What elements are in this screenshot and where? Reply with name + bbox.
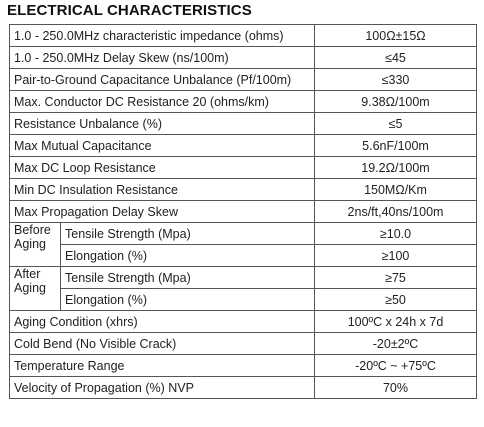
row-value: ≥10.0: [314, 222, 477, 245]
table-row: Temperature Range -20ºC ~ +75ºC: [9, 354, 477, 377]
row-label: 1.0 - 250.0MHz characteristic impedance …: [9, 24, 315, 47]
row-value: ≥50: [314, 288, 477, 311]
row-label: Velocity of Propagation (%) NVP: [9, 376, 315, 399]
row-value: 9.38Ω/100m: [314, 90, 477, 113]
group-label-line: Aging: [14, 281, 46, 295]
table-row: Cold Bend (No Visible Crack) -20±2ºC: [9, 332, 477, 355]
row-value: 100ºC x 24h x 7d: [314, 310, 477, 333]
row-value: ≤45: [314, 46, 477, 69]
row-value: 70%: [314, 376, 477, 399]
row-label: Max Mutual Capacitance: [9, 134, 315, 157]
row-label: Max Propagation Delay Skew: [9, 200, 315, 223]
row-value: 2ns/ft,40ns/100m: [314, 200, 477, 223]
table-row: 1.0 - 250.0MHz characteristic impedance …: [9, 24, 477, 47]
table-row: Elongation (%) ≥50: [10, 288, 477, 311]
table-row: 1.0 - 250.0MHz Delay Skew (ns/100m) ≤45: [9, 46, 477, 69]
row-label: 1.0 - 250.0MHz Delay Skew (ns/100m): [9, 46, 315, 69]
row-value: ≥100: [314, 244, 477, 267]
row-label: Min DC Insulation Resistance: [9, 178, 315, 201]
row-label: Temperature Range: [9, 354, 315, 377]
row-label: Resistance Unbalance (%): [9, 112, 315, 135]
table-row: Before Aging Tensile Strength (Mpa) ≥10.…: [9, 222, 477, 267]
section-title: ELECTRICAL CHARACTERISTICS: [7, 2, 252, 19]
group-label-before-aging: Before Aging: [9, 222, 61, 267]
table-row: Velocity of Propagation (%) NVP 70%: [9, 376, 477, 399]
group-label-after-aging: After Aging: [9, 266, 61, 311]
group-label-line: After: [14, 267, 41, 282]
row-label: Elongation (%): [60, 288, 315, 311]
row-label: Aging Condition (xhrs): [9, 310, 315, 333]
table-row: Aging Condition (xhrs) 100ºC x 24h x 7d: [9, 310, 477, 333]
row-value: ≤330: [314, 68, 477, 91]
row-label: Tensile Strength (Mpa): [60, 266, 315, 289]
table-row: Pair-to-Ground Capacitance Unbalance (Pf…: [9, 68, 477, 91]
table-row: Elongation (%) ≥100: [10, 244, 477, 267]
row-value: 150MΩ/Km: [314, 178, 477, 201]
table-row: Max Propagation Delay Skew 2ns/ft,40ns/1…: [9, 200, 477, 223]
row-value: ≥75: [314, 266, 477, 289]
row-value: 19.2Ω/100m: [314, 156, 477, 179]
row-value: ≤5: [314, 112, 477, 135]
table-row: After Aging Tensile Strength (Mpa) ≥75: [9, 266, 477, 311]
table-row: Max DC Loop Resistance 19.2Ω/100m: [9, 156, 477, 179]
group-label-line: Aging: [14, 237, 46, 251]
row-value: 100Ω±15Ω: [314, 24, 477, 47]
table-row: Max. Conductor DC Resistance 20 (ohms/km…: [9, 90, 477, 113]
group-label-line: Before: [14, 223, 51, 238]
table-row: Min DC Insulation Resistance 150MΩ/Km: [9, 178, 477, 201]
row-value: -20±2ºC: [314, 332, 477, 355]
row-label: Cold Bend (No Visible Crack): [9, 332, 315, 355]
row-value: -20ºC ~ +75ºC: [314, 354, 477, 377]
electrical-characteristics-table: 1.0 - 250.0MHz characteristic impedance …: [9, 24, 477, 399]
row-label: Tensile Strength (Mpa): [60, 222, 315, 245]
row-label: Pair-to-Ground Capacitance Unbalance (Pf…: [9, 68, 315, 91]
row-label: Max DC Loop Resistance: [9, 156, 315, 179]
row-label: Max. Conductor DC Resistance 20 (ohms/km…: [9, 90, 315, 113]
row-value: 5.6nF/100m: [314, 134, 477, 157]
row-label: Elongation (%): [60, 244, 315, 267]
table-row: Resistance Unbalance (%) ≤5: [9, 112, 477, 135]
table-row: Max Mutual Capacitance 5.6nF/100m: [9, 134, 477, 157]
